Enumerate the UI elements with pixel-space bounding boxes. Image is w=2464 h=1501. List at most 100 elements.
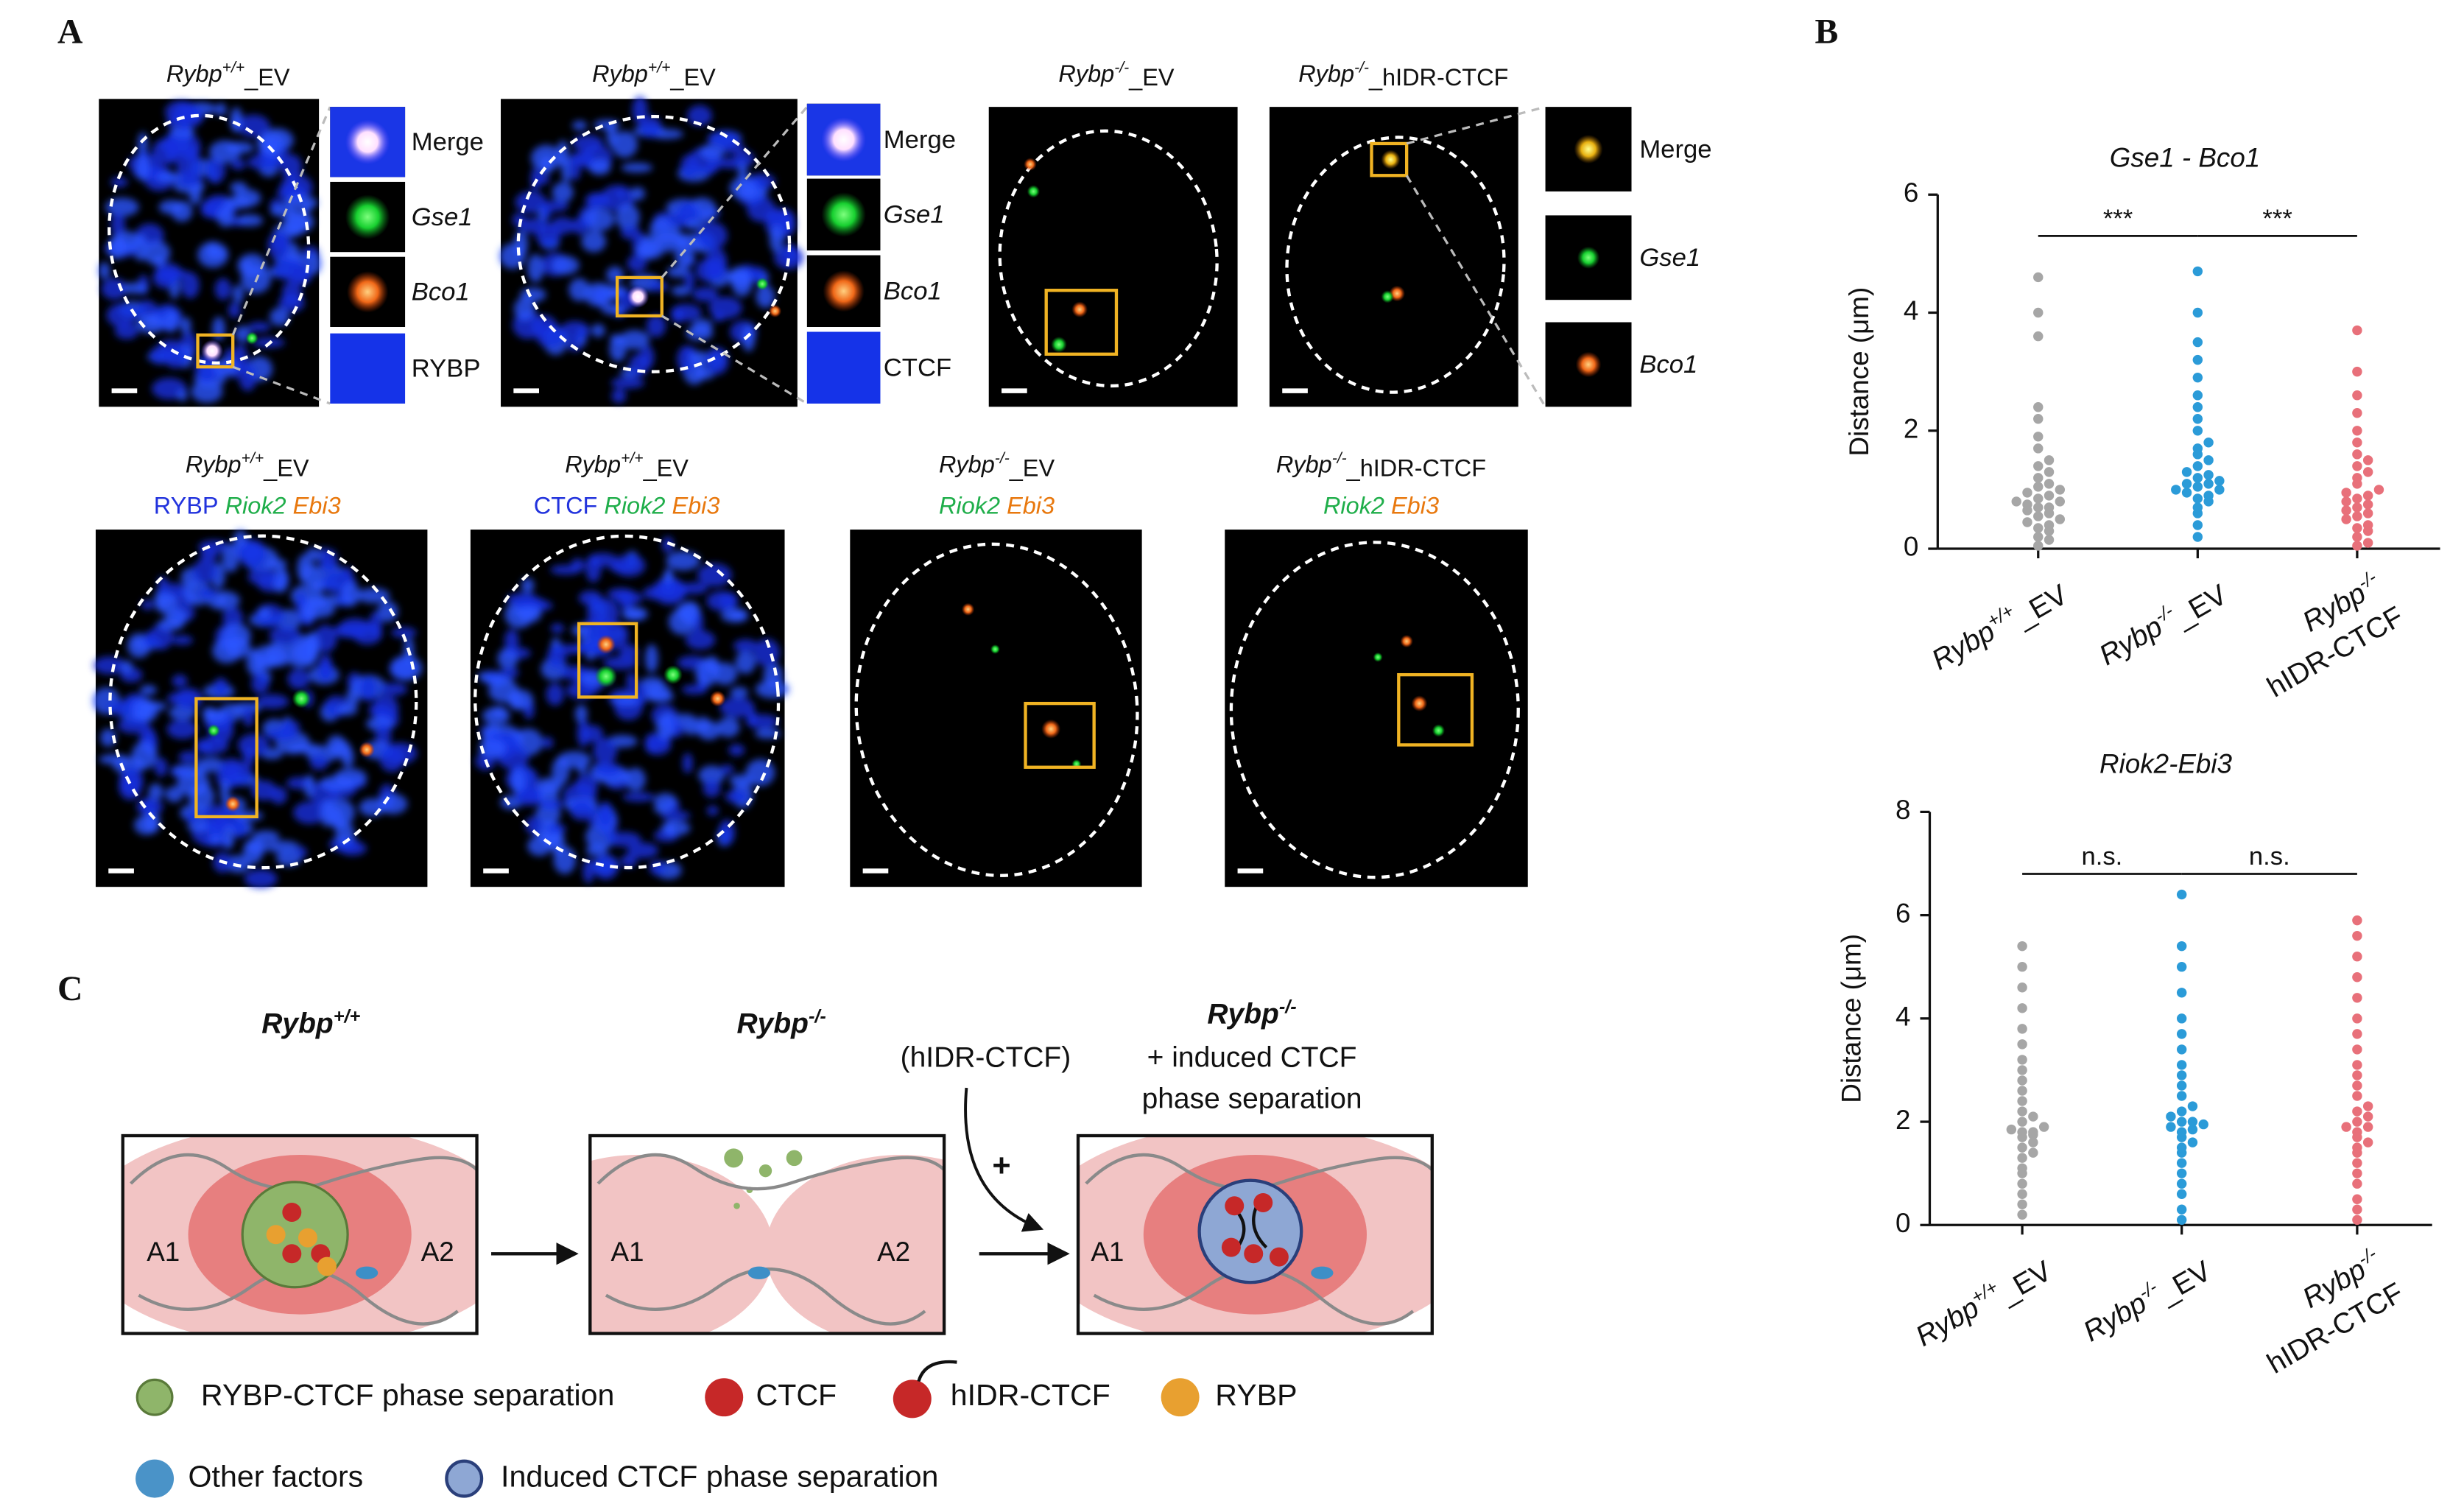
blue-blob (742, 324, 756, 352)
data-point (2011, 496, 2021, 507)
inset (1545, 215, 1632, 300)
fish-spot (1411, 695, 1428, 711)
legend-label: RYBP (1215, 1378, 1297, 1412)
channel-legend: RYBP Riok2 Ebi3 (154, 492, 341, 519)
blue-blob (117, 717, 149, 734)
region-label: A1 (610, 1237, 644, 1267)
fish-spot (1373, 652, 1383, 662)
data-point (2192, 266, 2203, 277)
inset-spot (1574, 135, 1603, 164)
blue-blob (769, 225, 784, 253)
data-point (2352, 1214, 2362, 1225)
zoom-box (194, 697, 258, 819)
panel-a: Rybp+/+_EVMergeGse1Bco1RYBPRybp+/+_EVMer… (92, 59, 1712, 888)
ctcf (1253, 1192, 1273, 1212)
genotype-superscript: +/+ (621, 449, 644, 466)
blue-blob (513, 596, 546, 611)
zoom-box (1044, 289, 1119, 356)
genotype-suffix: _EV (2153, 1255, 2217, 1310)
blue-blob (200, 200, 218, 218)
blue-blob (379, 745, 404, 773)
data-point (2033, 502, 2044, 513)
rybp-droplet (724, 1148, 744, 1168)
inset-background (330, 333, 406, 404)
blue-blob (163, 346, 189, 369)
blue-blob (685, 630, 716, 650)
blue-blob (197, 587, 218, 599)
fish-spot (1051, 337, 1067, 353)
blue-blob (175, 171, 203, 188)
blue-blob (242, 838, 264, 865)
genotype-superscript: -/- (1354, 59, 1369, 76)
blue-blob (582, 858, 594, 884)
data-point (2176, 1044, 2187, 1055)
blue-blob (691, 318, 713, 334)
blue-blob (270, 203, 296, 218)
blue-blob (569, 800, 594, 821)
blue-blob (551, 256, 580, 275)
blue-blob (191, 380, 223, 403)
gene-name: Rybp (166, 60, 222, 86)
zoom-guide (1406, 105, 1546, 145)
blue-blob (666, 266, 690, 278)
blue-blob (553, 846, 577, 874)
blue-blob (569, 153, 582, 181)
data-point (2033, 461, 2044, 471)
blue-blob (93, 656, 126, 675)
data-point (2028, 1147, 2038, 1158)
data-point (2017, 1153, 2027, 1163)
data-point (2176, 1091, 2187, 1101)
blue-blob (588, 158, 611, 175)
fish-spot (1071, 301, 1088, 318)
genotype-label: Rybp+/+_EV (166, 59, 290, 91)
genotype-suffix: _hIDR-CTCF (1368, 64, 1508, 91)
data-point (2352, 532, 2362, 542)
other-factor (1311, 1266, 1334, 1279)
data-point (2166, 1111, 2176, 1122)
data-point (2192, 461, 2203, 471)
blue-blob (730, 686, 749, 698)
blue-blob (582, 208, 615, 232)
blue-blob (188, 784, 215, 809)
channel-name: Riok2 (225, 492, 286, 519)
data-point (2017, 1199, 2027, 1209)
data-point (2362, 467, 2373, 477)
data-point (2176, 1106, 2187, 1117)
blue-blob (518, 605, 542, 623)
data-point (2341, 505, 2351, 516)
inset (1545, 322, 1632, 407)
genotype-suffix: _EV (2010, 579, 2073, 634)
inset-label: Merge (884, 126, 956, 154)
blue-blob (616, 203, 640, 231)
induced-condensate (1197, 1178, 1303, 1284)
data-point (2176, 1070, 2187, 1080)
ctcf (1221, 1237, 1241, 1257)
blue-blob (272, 258, 304, 281)
data-point (2176, 1214, 2187, 1225)
ctcf (1244, 1244, 1264, 1264)
data-point (2017, 1117, 2027, 1127)
blue-blob (171, 635, 194, 645)
blue-blob (613, 554, 646, 577)
blue-blob (247, 568, 278, 586)
data-point (2176, 1204, 2187, 1214)
fish-spot (1041, 719, 1061, 739)
blue-blob (135, 314, 165, 334)
genotype-superscript: +/+ (242, 449, 264, 466)
fish-spot (596, 634, 616, 654)
channel-name: Ebi3 (1391, 492, 1439, 519)
blue-signal (499, 96, 804, 404)
data-point (2352, 1168, 2362, 1178)
fish-spot (961, 602, 975, 616)
channel-name: Riok2 (939, 492, 1000, 519)
blue-blob (689, 351, 710, 365)
channel-legend: Riok2 Ebi3 (1323, 492, 1439, 519)
blue-blob (148, 783, 163, 801)
data-point (2187, 1117, 2198, 1127)
fish-spot (245, 331, 258, 345)
data-point (2352, 1127, 2362, 1137)
data-point (2198, 1119, 2208, 1130)
data-point (2352, 541, 2362, 551)
genotype-superscript: -/- (995, 449, 1010, 466)
